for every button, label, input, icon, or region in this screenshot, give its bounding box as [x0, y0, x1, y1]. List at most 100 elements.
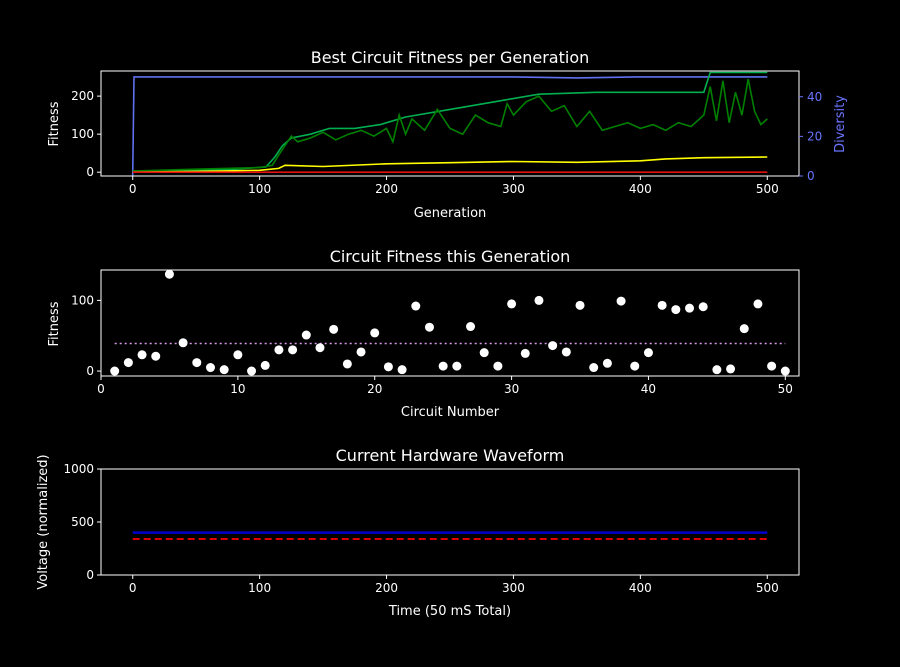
chart1-xtick-label: 0 [129, 182, 137, 196]
chart2-point [452, 361, 462, 371]
chart2-frame [100, 269, 800, 377]
chart2-xtick-label: 20 [367, 382, 382, 396]
chart3-xtick-label: 200 [375, 581, 398, 595]
chart2-point [178, 338, 188, 348]
chart1-xtick-label: 300 [502, 182, 525, 196]
chart2-point [589, 363, 599, 373]
chart2-point [671, 305, 681, 315]
chart2-point [561, 347, 571, 357]
chart2-xtick-label: 40 [641, 382, 656, 396]
chart2-point [370, 328, 380, 338]
chart1-ytick-label: 100 [71, 127, 94, 141]
chart2-point [424, 322, 434, 332]
chart1-ytick-label: 200 [71, 89, 94, 103]
chart3-xtick-label: 0 [129, 581, 137, 595]
chart3-ytick-label: 0 [86, 568, 94, 582]
chart2-title: Circuit Fitness this Generation [330, 247, 571, 266]
chart2-point [643, 348, 653, 358]
chart1-y2tick-label: 40 [807, 90, 822, 104]
chart2-point [233, 350, 243, 360]
chart1-xtick-label: 500 [756, 182, 779, 196]
chart2-point [315, 343, 325, 353]
chart1-xtick-label: 400 [629, 182, 652, 196]
chart2-ticks: 0 10 20 30 40 50 0 100 [71, 293, 793, 396]
chart2-ylabel: Fitness [47, 301, 62, 346]
chart3-xlabel: Time (50 mS Total) [388, 604, 511, 619]
chart2-point [726, 364, 736, 374]
chart2-point [123, 358, 133, 368]
chart2-point [780, 366, 790, 376]
chart1-title: Best Circuit Fitness per Generation [311, 48, 590, 67]
chart2-point [137, 350, 147, 360]
chart2-point [479, 348, 489, 358]
chart3-ylabel: Voltage (normalized) [36, 454, 51, 589]
chart1-y2tick-label: 20 [807, 129, 822, 143]
chart2-point [356, 347, 366, 357]
chart2-ytick-label: 0 [86, 364, 94, 378]
chart2-xtick-label: 0 [97, 382, 105, 396]
chart2-series [110, 269, 790, 376]
chart2-point [110, 366, 120, 376]
chart2-point [247, 366, 257, 376]
chart2-point [630, 361, 640, 371]
chart1-series-diversity [131, 76, 768, 177]
chart1-ticks: 0 100 200 300 400 500 0 100 200 0 20 40 [71, 89, 822, 196]
chart2-point [342, 359, 352, 369]
chart2-point [301, 330, 311, 340]
chart2-point [164, 269, 174, 279]
chart2-point [438, 361, 448, 371]
chart2-point [329, 324, 339, 334]
chart2-point [616, 296, 626, 306]
chart2-point [657, 300, 667, 310]
chart3-xtick-label: 300 [502, 581, 525, 595]
chart2-point [411, 301, 421, 311]
chart2-point [739, 324, 749, 334]
chart2-xtick-label: 30 [504, 382, 519, 396]
chart2-point [205, 363, 215, 373]
chart3-xtick-label: 100 [248, 581, 271, 595]
chart2-point [685, 303, 695, 313]
chart1-series-best [132, 71, 768, 172]
chart2-point [507, 299, 517, 309]
chart1-series [131, 71, 768, 177]
chart1-y2tick-label: 0 [807, 169, 815, 183]
chart2-ytick-label: 100 [71, 293, 94, 307]
chart3-xtick-label: 500 [756, 581, 779, 595]
chart2-point [520, 348, 530, 358]
chart2-point [767, 361, 777, 371]
chart2-point [753, 299, 763, 309]
chart2-point [575, 300, 585, 310]
chart2-point [466, 322, 476, 332]
chart1-xtick-label: 200 [375, 182, 398, 196]
chart2-xtick-label: 50 [778, 382, 793, 396]
chart2-point [602, 358, 612, 368]
chart2-point [397, 365, 407, 375]
chart1-y2label: Diversity [833, 95, 848, 153]
chart-best-fitness: Best Circuit Fitness per Generation 0 100… [47, 48, 848, 221]
chart2-point [548, 341, 558, 351]
chart2-point [712, 365, 722, 375]
chart1-series-mean [132, 156, 768, 173]
chart3-xtick-label: 400 [629, 581, 652, 595]
chart3-ytick-label: 1000 [63, 462, 94, 476]
chart2-point [698, 302, 708, 312]
chart2-xlabel: Circuit Number [401, 405, 500, 420]
chart1-ylabel: Fitness [47, 101, 62, 146]
chart3-title: Current Hardware Waveform [336, 446, 565, 465]
chart3-series [132, 531, 768, 540]
chart2-point [151, 351, 161, 361]
chart1-series-current [132, 78, 768, 172]
chart-hardware-waveform: Current Hardware Waveform 0 100 200 300 400 5… [36, 446, 800, 619]
chart2-point [274, 345, 284, 355]
chart2-point [192, 358, 202, 368]
chart3-ticks: 0 100 200 300 400 500 0 500 1000 [63, 462, 778, 595]
chart1-xlabel: Generation [414, 206, 487, 221]
chart2-point [534, 295, 544, 305]
chart2-point [288, 345, 298, 355]
chart3-ytick-label: 500 [71, 515, 94, 529]
chart1-ytick-label: 0 [86, 165, 94, 179]
chart1-xtick-label: 100 [248, 182, 271, 196]
chart2-xtick-label: 10 [230, 382, 245, 396]
chart1-frame [100, 70, 800, 177]
